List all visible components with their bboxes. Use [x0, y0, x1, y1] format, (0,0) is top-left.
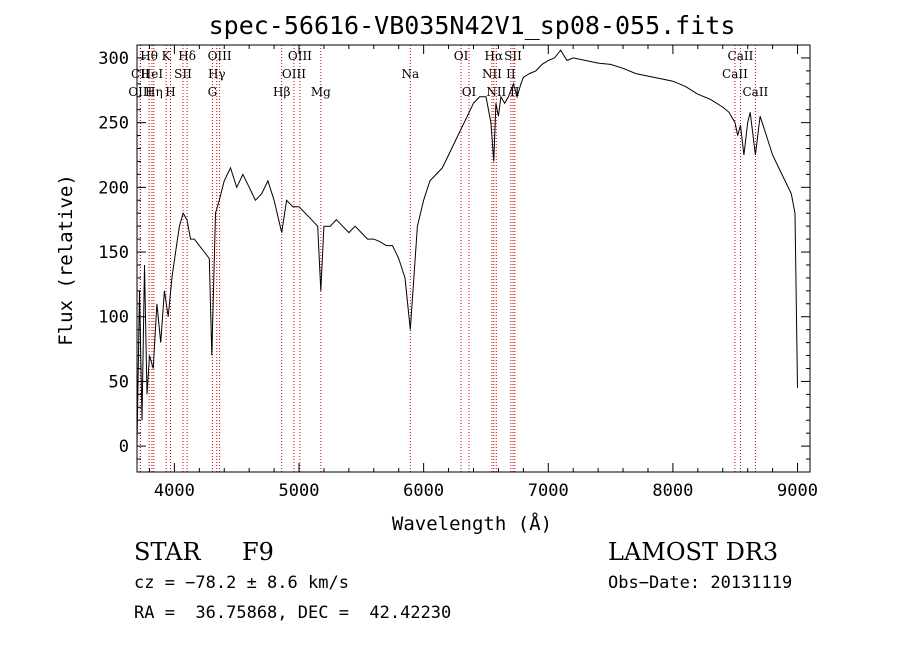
x-tick-label-8000: 8000 — [652, 481, 693, 501]
x-tick-label-9000: 9000 — [777, 481, 818, 501]
y-tick-label-250: 250 — [98, 114, 129, 134]
observation-date: Obs−Date: 20131119 — [608, 573, 793, 593]
line-label-5: HeI — [141, 67, 164, 81]
line-label-21: NII — [482, 67, 502, 81]
y-tick-label-200: 200 — [98, 178, 129, 198]
y-tick-label-50: 50 — [109, 372, 129, 392]
line-label-0: Hθ — [140, 49, 158, 63]
line-label-25: CaII — [728, 49, 754, 63]
y-tick-label-150: 150 — [98, 243, 129, 263]
x-tick-label-5000: 5000 — [279, 481, 320, 501]
y-axis-label: Flux (relative) — [55, 174, 77, 346]
line-label-19: Hα — [485, 49, 504, 63]
line-label-24: II — [510, 85, 520, 99]
plot-frame — [136, 44, 811, 473]
line-label-27: CaII — [742, 85, 768, 99]
y-tick-label-300: 300 — [98, 49, 129, 69]
x-tick-label-6000: 6000 — [403, 481, 444, 501]
line-label-22: II — [506, 67, 516, 81]
line-label-14: Hβ — [273, 85, 290, 99]
line-label-8: H — [165, 85, 175, 99]
line-label-4: Hδ — [178, 49, 196, 63]
line-label-15: Mg — [311, 85, 331, 99]
line-label-23: NII — [486, 85, 506, 99]
line-label-2: OIII — [128, 85, 152, 99]
line-label-10: Hγ — [208, 67, 226, 81]
line-label-6: Hη — [145, 85, 163, 99]
x-tick-label-4000: 4000 — [154, 481, 195, 501]
line-label-3: K — [162, 49, 172, 63]
line-label-11: G — [208, 85, 218, 99]
redshift-cz: cz = −78.2 ± 8.6 km/s — [134, 573, 349, 593]
survey-name: LAMOST DR3 — [608, 538, 779, 566]
line-label-20: SII — [504, 49, 522, 63]
line-label-7: SII — [174, 67, 192, 81]
spectral-line-markers — [139, 45, 756, 472]
y-tick-label-0: 0 — [119, 437, 129, 457]
line-label-9: OIII — [208, 49, 232, 63]
line-label-12: OIII — [288, 49, 312, 63]
line-label-16: Na — [401, 67, 419, 81]
x-tick-label-7000: 7000 — [528, 481, 569, 501]
x-axis-ticks: 4000 5000 6000 7000 8000 9000 — [148, 45, 818, 501]
x-axis-label: Wavelength (Å) — [392, 512, 552, 535]
line-label-18: OI — [462, 85, 477, 99]
y-tick-label-100: 100 — [98, 308, 129, 328]
line-label-13: OIII — [282, 67, 306, 81]
y-axis-ticks: 0 50 100 150 200 250 300 — [98, 44, 810, 473]
coordinates: RA = 36.75868, DEC = 42.42230 — [134, 603, 452, 623]
object-class: STAR — [134, 538, 201, 566]
line-label-26: CaII — [722, 67, 748, 81]
line-label-1: CII — [131, 67, 150, 81]
spectrum-series — [136, 49, 798, 447]
line-label-17: OI — [454, 49, 469, 63]
chart-title: spec-56616-VB035N42V1_sp08-055.fits — [209, 11, 736, 40]
object-subclass: F9 — [242, 538, 274, 566]
